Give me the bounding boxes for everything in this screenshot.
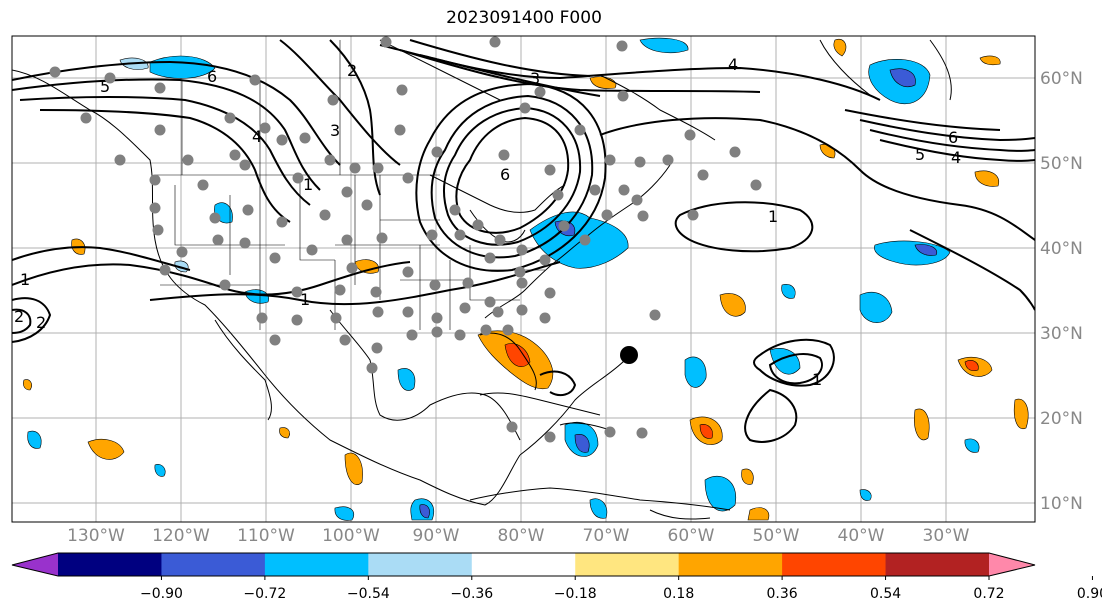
colorbar-extend-low (12, 553, 58, 576)
colorbar-cell (264, 553, 369, 576)
colorbar-cell (575, 553, 680, 576)
contour-label: 4 (951, 148, 961, 167)
lat-label: 50°N (1040, 154, 1083, 174)
colorbar-tick-label: −0.90 (140, 586, 183, 602)
contour-label: 1 (300, 290, 310, 309)
lat-label: 60°N (1040, 69, 1083, 89)
latitude-labels: 60°N 50°N 40°N 30°N 20°N 10°N (1040, 69, 1083, 514)
station-markers (49, 36, 762, 443)
contour-label: 6 (948, 128, 958, 147)
colorbar-tick-label: −0.54 (347, 586, 390, 602)
colorbar-extend-high (989, 553, 1035, 576)
colorbar-ticks: −0.90 −0.72 −0.54 −0.36 −0.18 0.18 0.36 0.54 0.7… (140, 576, 1102, 602)
contour-label: 6 (500, 165, 510, 184)
contour-label: 1 (768, 207, 778, 226)
contour-labels: 1 2 3 4 5 6 1 4 2 1 1 3 4 5 6 1 2 6 (14, 55, 961, 389)
lon-label: 60°W (668, 526, 715, 546)
contour-label: 1 (303, 175, 313, 194)
lon-label: 80°W (498, 526, 545, 546)
colorbar-tick-label: −0.36 (450, 586, 493, 602)
colorbar-tick-label: 0.90 (1077, 586, 1102, 602)
contour-label: 4 (728, 55, 738, 74)
colorbar-tick-label: 0.54 (870, 586, 901, 602)
lat-label: 20°N (1040, 409, 1083, 429)
anomaly-shading (23, 37, 1029, 521)
colorbar-tick-label: −0.18 (554, 586, 597, 602)
colorbar-cell (885, 553, 990, 576)
lat-label: 30°N (1040, 324, 1083, 344)
contour-label: 1 (20, 270, 30, 289)
contour-label: 3 (330, 121, 340, 140)
lon-label: 120°W (152, 526, 210, 546)
colorbar-tick-label: 0.72 (973, 586, 1004, 602)
lon-label: 40°W (838, 526, 885, 546)
lon-label: 90°W (413, 526, 460, 546)
lon-label: 100°W (322, 526, 380, 546)
colorbar-outline (11, 552, 1036, 577)
longitude-labels: 130°W 120°W 110°W 100°W 90°W 80°W 70°W 6… (67, 526, 970, 546)
lat-label: 40°N (1040, 239, 1083, 259)
contour-label: 5 (915, 145, 925, 164)
contour-label: 2 (36, 313, 46, 332)
contour-label: 4 (252, 127, 262, 146)
lon-label: 70°W (583, 526, 630, 546)
lat-label: 10°N (1040, 494, 1083, 514)
contour-label: 3 (530, 69, 540, 88)
colorbar-cell (58, 553, 162, 576)
colorbar-cells (58, 553, 990, 576)
contour-label: 5 (100, 77, 110, 96)
colorbar-cell (471, 553, 576, 576)
colorbar: −0.90 −0.72 −0.54 −0.36 −0.18 0.18 0.36 0.54 0.7… (11, 552, 1102, 602)
contour-label: 2 (14, 307, 24, 326)
feature-marker (620, 346, 638, 364)
map-title: 2023091400 F000 (446, 8, 602, 28)
colorbar-cell (368, 553, 473, 576)
lon-label: 130°W (67, 526, 125, 546)
lon-label: 50°W (753, 526, 800, 546)
contour-label: 6 (207, 67, 217, 86)
coastlines (12, 39, 952, 520)
contour-label: 1 (812, 370, 822, 389)
colorbar-cell (161, 553, 266, 576)
colorbar-tick-label: −0.72 (243, 586, 286, 602)
map-frame (11, 35, 1036, 523)
contour-lines (12, 39, 1035, 443)
colorbar-cell (782, 553, 887, 576)
contour-label: 2 (347, 61, 357, 80)
lon-label: 110°W (237, 526, 295, 546)
lon-label: 30°W (923, 526, 970, 546)
colorbar-tick-label: 0.36 (767, 586, 798, 602)
colorbar-cell (678, 553, 783, 576)
colorbar-tick-label: 0.18 (663, 586, 694, 602)
